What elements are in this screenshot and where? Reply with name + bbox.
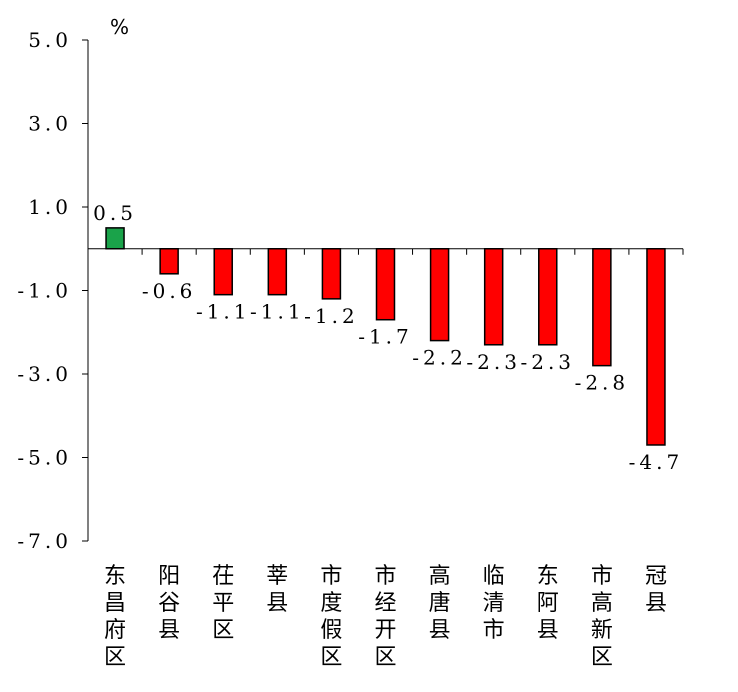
- category-label: 市高新区: [591, 564, 613, 670]
- y-tick-label: -7.0: [17, 529, 72, 553]
- y-tick-label: -5.0: [17, 446, 72, 470]
- bar: [592, 248, 612, 367]
- category-label: 莘县: [266, 564, 288, 616]
- category-label: 市度假区: [320, 564, 342, 670]
- category-label: 临清市: [483, 564, 505, 643]
- bar: [267, 248, 288, 296]
- category-label: 冠县: [645, 564, 667, 616]
- bar: [646, 248, 666, 446]
- y-tick-label: 5.0: [28, 28, 72, 52]
- bar: [429, 248, 450, 342]
- y-tick-label: 3.0: [28, 112, 72, 136]
- category-labels: 东昌府区 阳谷县 茌平区 莘县 市度假区 市经开区 高唐县 临清市 东阿县 市高新区 冠县: [104, 564, 667, 670]
- y-unit-label: %: [110, 15, 129, 39]
- category-label: 茌平区: [212, 564, 234, 643]
- category-label: 阳谷县: [158, 564, 180, 643]
- category-label: 东昌府区: [104, 564, 126, 670]
- bar: [159, 248, 179, 275]
- y-axis: 5.0 3.0 1.0 -1.0 -3.0 -5.0 -7.0: [17, 28, 89, 553]
- bar-value-label: -1.2: [304, 304, 359, 328]
- bar-value-label: 0.5: [93, 201, 137, 225]
- bar-value-label: -1.7: [358, 325, 413, 349]
- bar: [538, 248, 558, 346]
- bar-value-label: -1.1: [250, 300, 305, 324]
- bar-value-label: -2.8: [575, 371, 630, 395]
- bar-value-label: -2.3: [466, 350, 521, 374]
- bar-value-label: -2.3: [520, 350, 575, 374]
- category-label: 市经开区: [374, 564, 396, 670]
- category-label: 高唐县: [429, 564, 451, 643]
- bar: [105, 227, 125, 250]
- bar-value-label: -0.6: [142, 279, 197, 303]
- data-labels: 0.5-0.6-1.1 -1.1 -1.2-1.7-2.2 -2.3 -2.3-2.8-…: [93, 201, 684, 474]
- bar-value-label: -1.1: [196, 300, 251, 324]
- bar: [483, 248, 504, 346]
- bar-value-label: -4.7: [629, 450, 684, 474]
- bar-value-label: -2.2: [412, 346, 467, 370]
- bar: [375, 248, 396, 321]
- bar: [321, 248, 342, 300]
- y-tick-label: -3.0: [17, 362, 72, 386]
- bar-series: [105, 227, 666, 446]
- category-label: 东阿县: [537, 564, 559, 643]
- bar: [213, 248, 233, 296]
- y-tick-label: -1.0: [17, 279, 72, 303]
- y-tick-label: 1.0: [28, 195, 72, 219]
